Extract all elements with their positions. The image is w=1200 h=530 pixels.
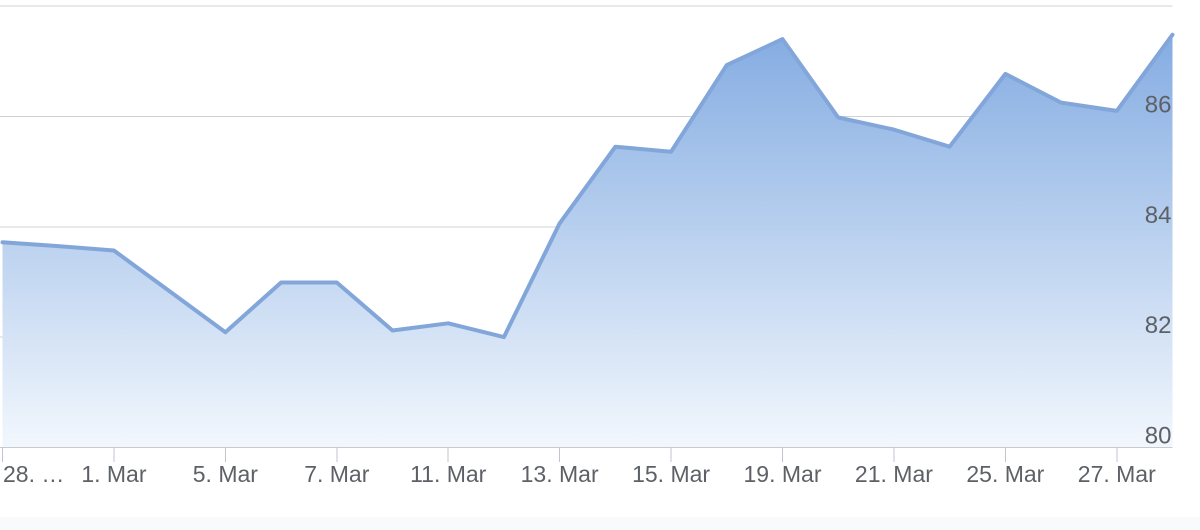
x-tick-label: 19. Mar: [744, 461, 822, 487]
price-line[interactable]: [0, 32, 1175, 340]
x-tick-label: 1. Mar: [81, 461, 147, 487]
y-tick-label: 84: [1145, 202, 1172, 229]
y-axis-labels: 86 84 82 80: [1145, 91, 1172, 449]
x-axis-ticks: [2, 447, 1118, 462]
x-tick-label: 5. Mar: [193, 461, 259, 487]
x-tick-label: 15. Mar: [632, 461, 710, 487]
y-tick-label: 82: [1145, 312, 1172, 339]
x-tick-label: 21. Mar: [855, 461, 933, 487]
bottom-strip: [0, 517, 1200, 530]
x-tick-label: 11. Mar: [410, 461, 487, 487]
y-tick-label: 80: [1145, 423, 1172, 450]
y-tick-label: 86: [1145, 91, 1172, 118]
x-axis-labels: 28. … 1. Mar 5. Mar 7. Mar 11. Mar 13. Mar 15.…: [3, 461, 1156, 487]
area-fill[interactable]: [2, 34, 1173, 448]
x-tick-label: 27. Mar: [1078, 461, 1156, 487]
x-tick-label: 28. …: [3, 461, 64, 487]
x-tick-label: 13. Mar: [521, 461, 599, 487]
x-tick-label: 7. Mar: [304, 461, 370, 487]
x-tick-label: 25. Mar: [966, 461, 1044, 487]
